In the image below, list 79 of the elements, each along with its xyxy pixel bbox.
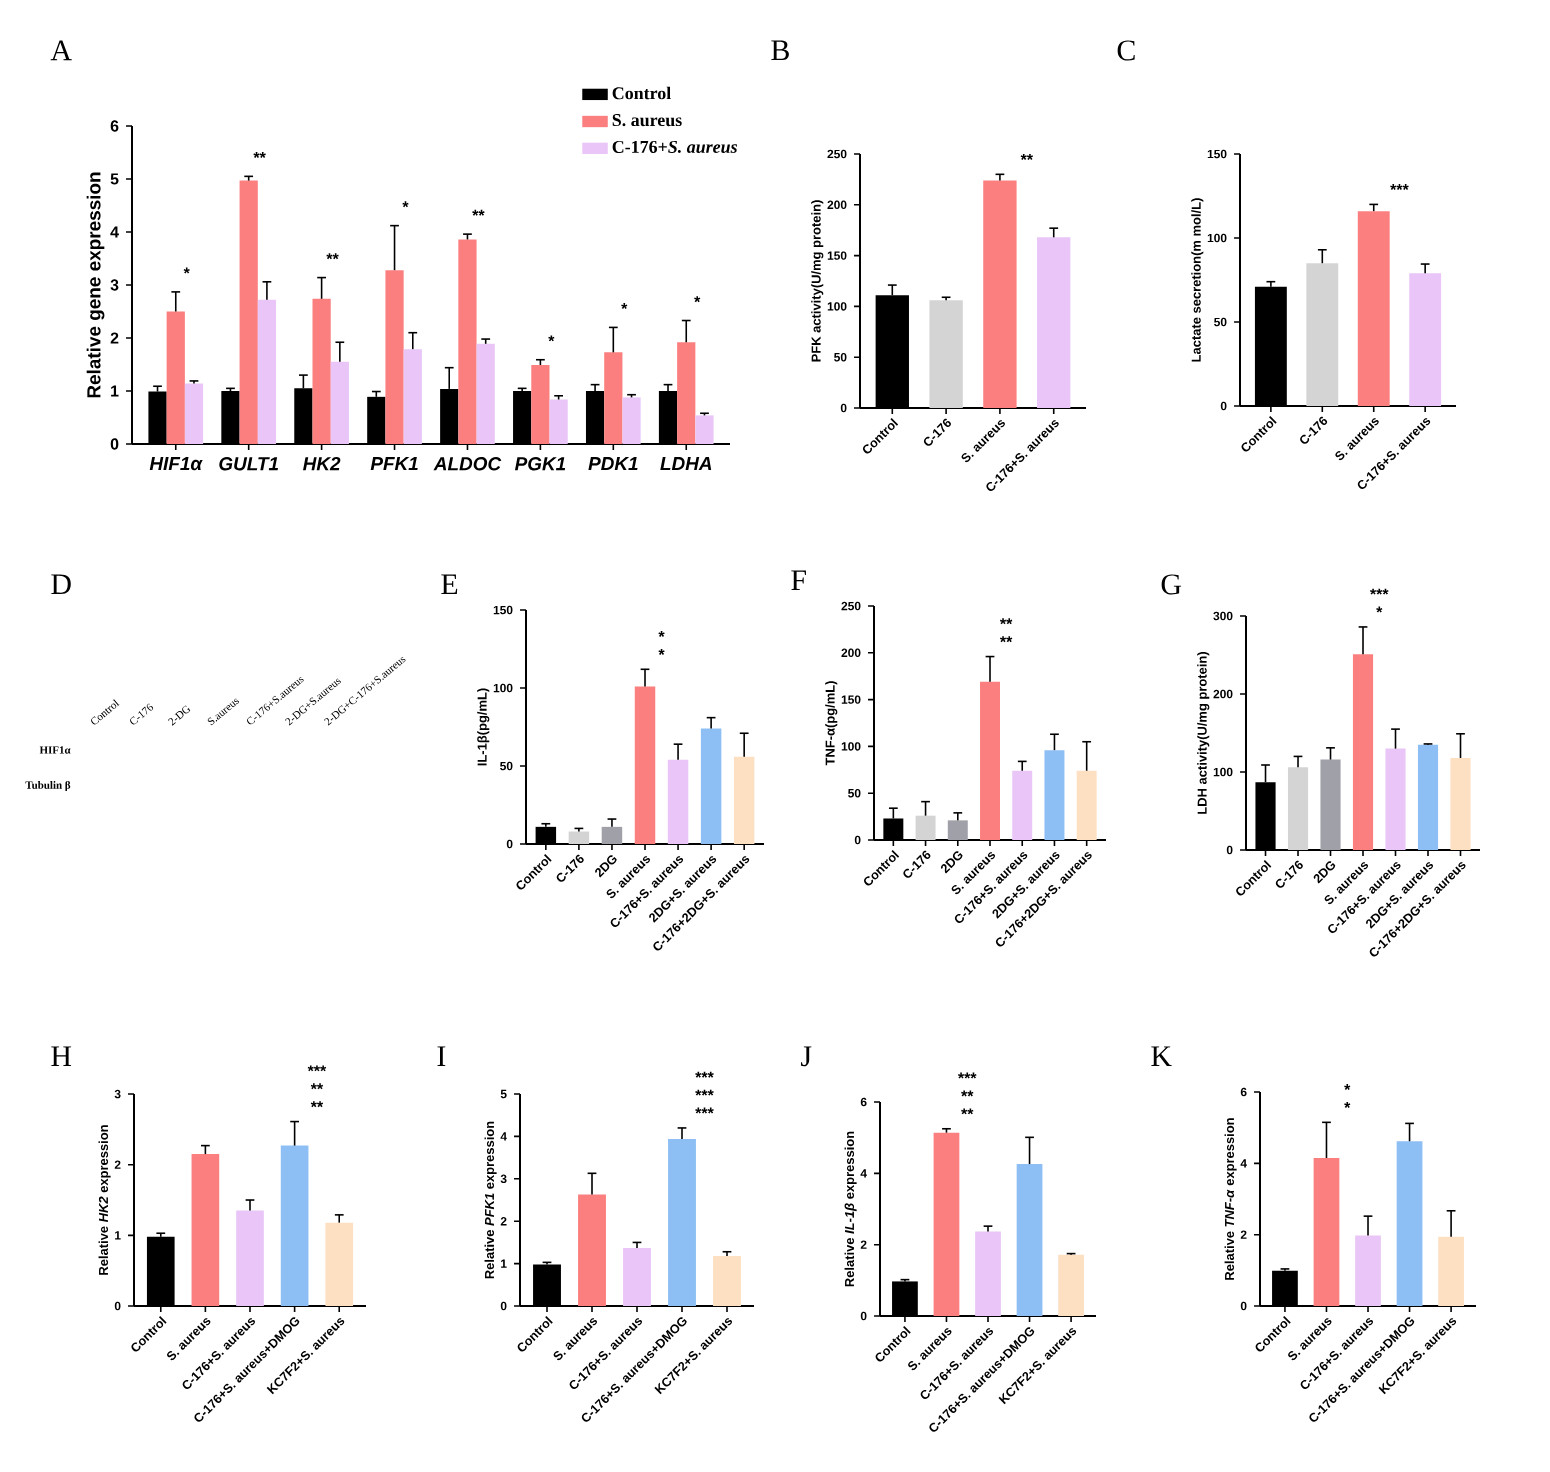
bar	[929, 300, 963, 409]
bar	[385, 270, 404, 445]
chart-title: A	[50, 40, 72, 61]
bar	[1438, 1236, 1464, 1307]
bar	[623, 1247, 651, 1307]
chart-title: C	[1117, 40, 1135, 61]
y-axis-title: Relative gene expression	[86, 172, 105, 398]
bar	[236, 1210, 264, 1307]
bar	[1352, 654, 1374, 851]
bar	[1076, 770, 1097, 841]
bar	[1409, 273, 1442, 407]
x-tick-label: PDK1	[588, 457, 638, 471]
x-tick-label: PFK1	[370, 457, 418, 471]
chart-title: F	[791, 570, 806, 590]
bar	[983, 180, 1017, 409]
bar	[166, 311, 185, 445]
bar	[1012, 770, 1033, 841]
bar	[1016, 1164, 1043, 1317]
bar	[1320, 759, 1341, 851]
chart-title: K	[1151, 1046, 1172, 1066]
bar	[695, 415, 714, 445]
x-tick-label: HK2	[303, 457, 341, 471]
bar	[1355, 1235, 1381, 1307]
chart-title: E	[441, 574, 458, 594]
bar	[1450, 757, 1471, 851]
bar	[1313, 1158, 1340, 1307]
bar	[578, 1194, 606, 1307]
chart-title: G	[1161, 574, 1182, 595]
bar	[458, 239, 477, 445]
bar	[280, 1145, 309, 1307]
bar	[980, 681, 1000, 841]
bar	[184, 383, 204, 445]
bar	[1287, 767, 1309, 851]
chart-title: H	[51, 1046, 72, 1066]
bar	[947, 820, 968, 841]
bar	[713, 1255, 741, 1307]
bar	[975, 1231, 1001, 1317]
bar	[1396, 1141, 1423, 1307]
bar	[325, 1222, 354, 1307]
chart-title: B	[771, 40, 789, 61]
bar	[668, 1138, 696, 1307]
bar	[634, 686, 656, 845]
bar	[312, 298, 331, 445]
x-tick-label: HIF1α	[149, 457, 203, 471]
bar	[330, 361, 349, 445]
legend-label: Control	[612, 86, 671, 100]
bar	[1037, 237, 1071, 409]
bar	[1058, 1254, 1084, 1317]
bar	[933, 1132, 960, 1317]
bar	[1357, 211, 1390, 407]
bar	[1417, 744, 1439, 851]
x-tick-label: GULT1	[219, 457, 278, 471]
bar	[700, 728, 722, 845]
legend-label: C-176+S. aureus	[612, 140, 738, 153]
bar	[915, 815, 936, 841]
bar	[549, 399, 568, 445]
bar	[1306, 263, 1339, 407]
bar	[667, 759, 689, 845]
bar	[622, 397, 641, 445]
bar	[476, 343, 495, 445]
text: D	[51, 574, 71, 595]
x-tick-label: PGK1	[514, 457, 566, 471]
bar	[601, 826, 623, 845]
chart-title: J	[801, 1046, 812, 1067]
bar	[531, 365, 550, 445]
bar	[1044, 750, 1065, 841]
x-tick-label: LDHA	[660, 457, 712, 471]
legend-label: S. aureus	[612, 114, 682, 127]
chart-title: I	[437, 1046, 446, 1066]
bar	[239, 180, 258, 445]
bar	[257, 299, 277, 445]
bar	[191, 1154, 220, 1307]
x-tick-label: ALDOC	[433, 457, 502, 471]
bar	[403, 349, 422, 445]
bar	[568, 831, 590, 845]
bar	[604, 352, 623, 445]
bar	[1385, 748, 1406, 851]
bar	[677, 342, 696, 445]
bar	[733, 756, 755, 845]
